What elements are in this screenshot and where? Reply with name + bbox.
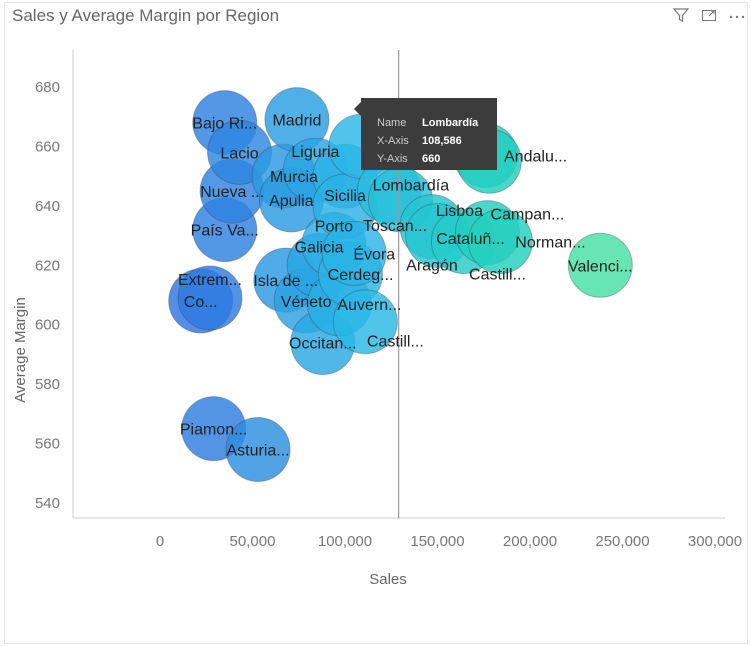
focus-mode-icon[interactable] xyxy=(699,5,719,25)
x-tick-label: 100,000 xyxy=(318,533,372,550)
tooltip: Name Lombardía X-Axis 108,586 Y-Axis 660 xyxy=(354,98,497,170)
bubble-label: Norman... xyxy=(515,234,585,251)
filter-icon[interactable] xyxy=(671,5,691,25)
tooltip-x-value: 108,586 xyxy=(422,135,462,147)
bubble[interactable] xyxy=(321,220,387,286)
bubble[interactable] xyxy=(467,208,533,274)
bubble-label: Auvern... xyxy=(337,297,401,314)
bubble-label: Cerdeg... xyxy=(328,267,394,284)
x-tick-label: 0 xyxy=(156,533,164,550)
bubble-label: Lacio xyxy=(220,145,258,162)
bubble-label: Andalu... xyxy=(504,148,567,165)
bubble-label: Castill... xyxy=(469,267,526,284)
more-options-icon[interactable] xyxy=(727,5,747,25)
tooltip-y-value: 660 xyxy=(422,153,441,165)
x-tick-label: 50,000 xyxy=(230,533,276,550)
bubble-label: Évora xyxy=(353,244,395,263)
bubble-label: Liguria xyxy=(291,144,339,161)
tooltip-arrow xyxy=(354,102,361,116)
bubble-label: Nueva ... xyxy=(200,184,264,201)
bubble-label: Occitan... xyxy=(289,336,357,353)
tooltip-name-value: Lombardía xyxy=(422,117,479,129)
bubble-label: Aragón xyxy=(406,258,458,275)
y-axis-title: Average Margin xyxy=(12,297,29,403)
bubble[interactable] xyxy=(177,265,243,331)
bubble-label: Sicilia xyxy=(324,188,366,205)
bubble-label: Valenci... xyxy=(568,258,633,275)
x-tick-label: 150,000 xyxy=(410,533,464,550)
visual-frame xyxy=(4,2,748,644)
bubble-label: Galicia xyxy=(295,239,344,256)
y-tick-label: 640 xyxy=(35,198,60,215)
bubble-label: Extrem... xyxy=(178,272,242,289)
tooltip-name-label: Name xyxy=(377,117,407,129)
y-tick-label: 560 xyxy=(35,436,60,453)
y-tick-label: 540 xyxy=(35,495,60,512)
bubble-label: Murcia xyxy=(270,169,318,186)
x-axis-title: Sales xyxy=(369,571,407,588)
bubble-label: Isla de ... xyxy=(253,273,318,290)
tooltip-y-label: Y-Axis xyxy=(377,153,408,165)
chart-title: Sales y Average Margin por Region xyxy=(12,6,280,25)
bubble-label: País Va... xyxy=(191,223,259,240)
bubble-label: Véneto xyxy=(281,294,332,311)
x-tick-label: 200,000 xyxy=(503,533,557,550)
bubble-label: Lisboa xyxy=(436,203,483,220)
bubble[interactable] xyxy=(567,232,633,298)
y-tick-label: 660 xyxy=(35,138,60,155)
x-tick-label: 250,000 xyxy=(595,533,649,550)
y-tick-label: 680 xyxy=(35,79,60,96)
bubble-label: Apulia xyxy=(269,193,314,210)
bubble-label: Bajo Ri... xyxy=(192,116,257,133)
bubble[interactable] xyxy=(225,416,291,482)
bubble-label: Piamon... xyxy=(180,422,248,439)
bubble-label: Porto xyxy=(315,218,353,235)
bubble-label: Asturia... xyxy=(226,442,289,459)
bubble-label: Toscan... xyxy=(363,218,427,235)
bubble-label: Castill... xyxy=(367,334,424,351)
bubble-label: Cataluñ... xyxy=(436,231,504,248)
bubble-label: Madrid xyxy=(272,113,321,130)
y-tick-label: 620 xyxy=(35,257,60,274)
tooltip-x-label: X-Axis xyxy=(377,135,409,147)
y-tick-label: 580 xyxy=(35,376,60,393)
bubble-label: Lombardía xyxy=(373,177,450,194)
bubble-label: Campan... xyxy=(491,207,565,224)
y-tick-label: 600 xyxy=(35,317,60,334)
bubble-label: Co... xyxy=(184,294,218,311)
bubble[interactable] xyxy=(332,289,398,355)
x-tick-label: 300,000 xyxy=(688,533,742,550)
